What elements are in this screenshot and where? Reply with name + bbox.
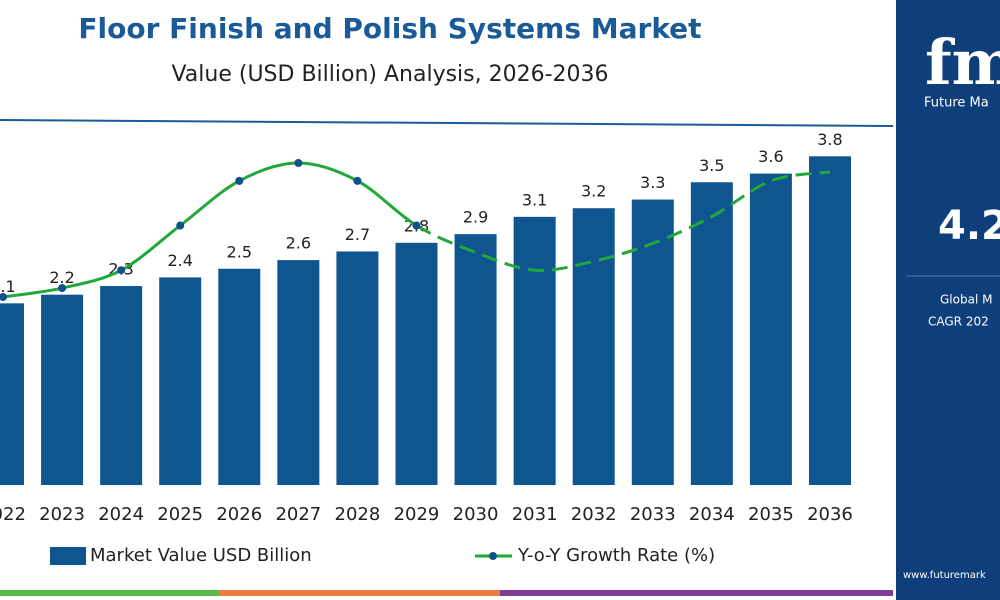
- data-label: 2.1: [0, 277, 16, 296]
- sidebar-panel: [896, 0, 1000, 600]
- cagr-value: 4.2: [938, 203, 1000, 249]
- bar: [41, 294, 84, 485]
- footer-strip: [500, 590, 893, 596]
- x-tick-label: 2023: [39, 504, 85, 525]
- bar: [572, 208, 615, 485]
- bar: [808, 156, 851, 486]
- bar: [218, 268, 261, 485]
- data-label: 3.6: [758, 147, 783, 166]
- x-tick-label: 2029: [394, 504, 440, 525]
- data-label: 3.8: [817, 130, 842, 149]
- growth-point: [353, 176, 362, 185]
- legend-label: Y-o-Y Growth Rate (%): [517, 545, 715, 566]
- growth-point: [117, 266, 126, 275]
- growth-point: [294, 159, 303, 167]
- data-label: 3.5: [699, 156, 724, 175]
- data-label: 2.4: [167, 251, 192, 270]
- legend-swatch: [489, 552, 497, 560]
- x-tick-label: 2022: [0, 504, 26, 525]
- x-tick-label: 2031: [512, 504, 558, 525]
- growth-point: [0, 293, 7, 301]
- bar: [100, 286, 143, 485]
- growth-point: [412, 221, 421, 230]
- bar: [690, 182, 733, 485]
- bar: [454, 234, 497, 485]
- x-tick-label: 2024: [98, 504, 144, 525]
- footer-strip: [220, 590, 500, 596]
- footer-strip: [0, 590, 220, 596]
- data-label: 3.1: [522, 190, 547, 209]
- x-tick-label: 2025: [157, 504, 203, 525]
- growth-point: [235, 176, 244, 185]
- caption: Global M: [940, 293, 992, 307]
- data-label: 2.2: [49, 268, 74, 287]
- x-tick-label: 2026: [216, 504, 262, 525]
- logo: fmi: [925, 26, 1000, 99]
- data-label: 3.2: [581, 182, 606, 201]
- bar: [631, 199, 674, 486]
- chart-subtitle: Value (USD Billion) Analysis, 2026-2036: [171, 62, 608, 87]
- data-label: 2.6: [286, 234, 311, 253]
- data-label: 3.3: [640, 173, 665, 192]
- legend-swatch: [50, 547, 86, 565]
- header-rule: [0, 119, 894, 127]
- bar: [513, 216, 556, 485]
- data-label: 2.9: [463, 208, 488, 227]
- sidebar: fmi Future Ma 4.2 Global M CAGR 202 www.…: [896, 0, 1000, 600]
- x-tick-label: 2033: [630, 504, 676, 525]
- bar: [336, 251, 379, 485]
- data-label: 2.5: [227, 242, 252, 261]
- bar: [0, 303, 24, 485]
- bar: [277, 260, 320, 485]
- growth-point: [58, 284, 67, 293]
- x-tick-label: 2032: [571, 504, 617, 525]
- caption: CAGR 202: [928, 315, 989, 329]
- x-tick-label: 2034: [689, 504, 735, 525]
- x-tick-label: 2035: [748, 504, 794, 525]
- data-label: 2.7: [345, 225, 370, 244]
- x-tick-label: 2036: [807, 504, 853, 525]
- brand: Future Ma: [924, 96, 989, 111]
- bar: [395, 242, 438, 485]
- chart-title: Floor Finish and Polish Systems Market: [78, 12, 701, 45]
- x-tick-label: 2027: [275, 504, 321, 525]
- x-tick-label: 2030: [453, 504, 499, 525]
- website: www.futuremark: [903, 570, 986, 581]
- bar: [159, 277, 202, 485]
- legend-label: Market Value USD Billion: [90, 545, 312, 566]
- x-tick-label: 2028: [335, 504, 381, 525]
- growth-point: [176, 221, 185, 230]
- bar: [749, 173, 792, 485]
